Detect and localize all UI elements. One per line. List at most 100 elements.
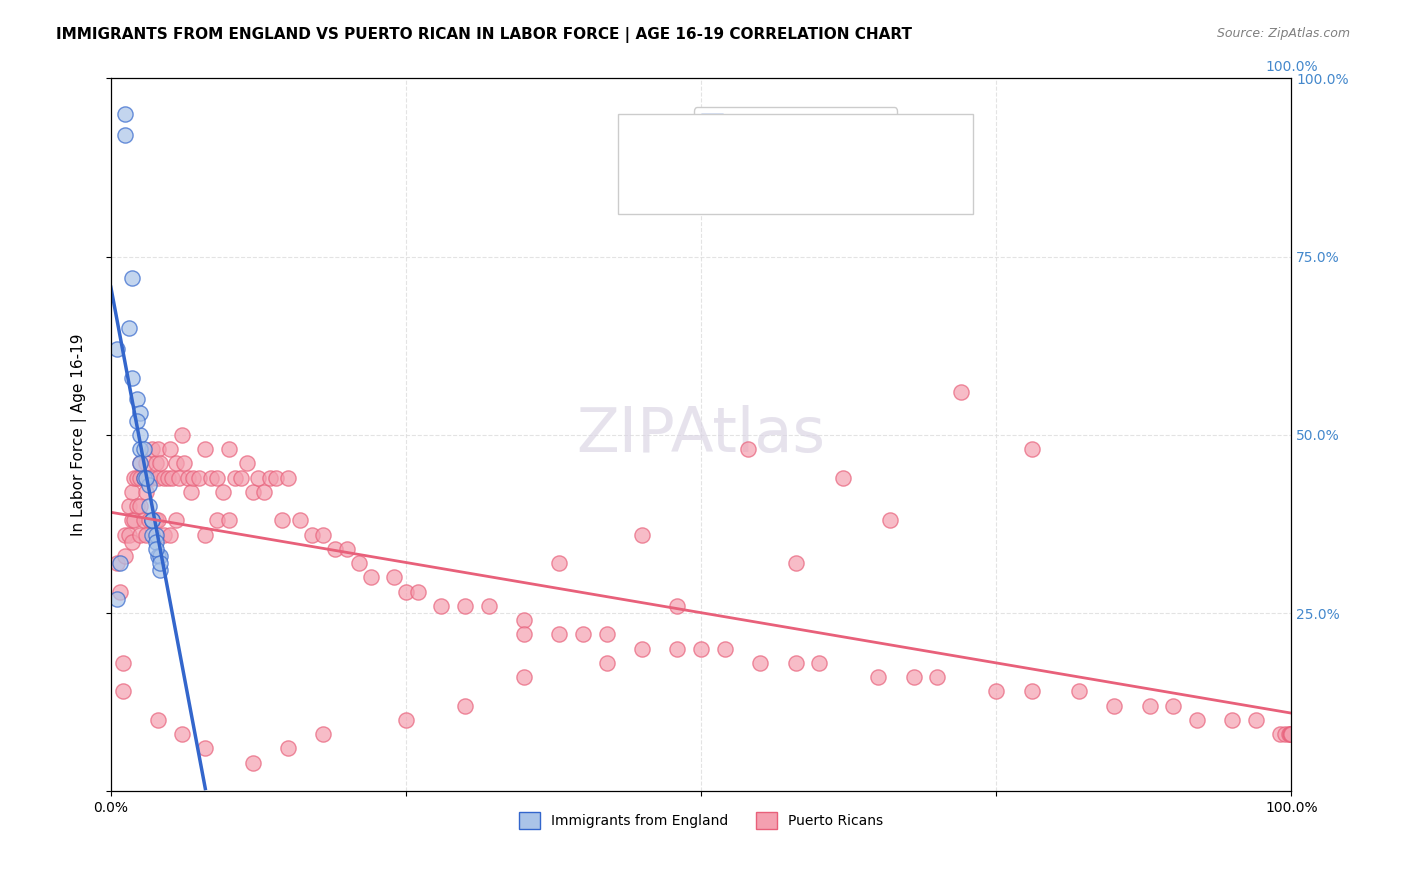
Point: [927, 670, 949, 684]
Point: [903, 670, 925, 684]
Point: [141, 513, 163, 527]
Point: [129, 456, 152, 470]
Point: [572, 627, 595, 641]
Point: [129, 428, 152, 442]
Point: [205, 513, 228, 527]
Text: ZIPAtlas: ZIPAtlas: [576, 405, 825, 465]
Point: [430, 599, 453, 613]
Point: [132, 513, 155, 527]
Point: [312, 527, 335, 541]
Point: [121, 534, 143, 549]
Point: [129, 499, 152, 513]
Point: [129, 407, 152, 421]
Point: [149, 456, 172, 470]
Point: [145, 527, 167, 541]
Point: [1021, 442, 1043, 456]
Point: [146, 513, 169, 527]
Point: [135, 470, 157, 484]
Point: [135, 484, 157, 499]
Point: [395, 713, 418, 727]
Point: [156, 470, 179, 484]
Point: [170, 428, 193, 442]
Point: [360, 570, 382, 584]
Point: [737, 442, 759, 456]
Point: [159, 527, 181, 541]
Point: [117, 321, 139, 335]
Point: [146, 713, 169, 727]
Point: [513, 613, 536, 627]
Point: [513, 627, 536, 641]
Point: [125, 499, 148, 513]
FancyBboxPatch shape: [619, 114, 973, 214]
Point: [194, 527, 217, 541]
Point: [513, 670, 536, 684]
Point: [666, 641, 689, 656]
Point: [347, 556, 370, 570]
Point: [224, 470, 246, 484]
Point: [138, 470, 160, 484]
Point: [114, 527, 136, 541]
Point: [135, 527, 157, 541]
Point: [114, 128, 136, 143]
Point: [631, 527, 654, 541]
Point: [117, 527, 139, 541]
Point: [595, 656, 617, 670]
Point: [277, 470, 299, 484]
Point: [105, 556, 128, 570]
Point: [165, 513, 187, 527]
Point: [138, 477, 160, 491]
Point: [454, 698, 477, 713]
Point: [125, 470, 148, 484]
Point: [149, 556, 172, 570]
Point: [180, 484, 202, 499]
Point: [229, 470, 252, 484]
Point: [146, 470, 169, 484]
Point: [1021, 684, 1043, 698]
Point: [132, 442, 155, 456]
Point: [595, 627, 617, 641]
Point: [242, 756, 264, 770]
Point: [105, 591, 128, 606]
Point: [986, 684, 1008, 698]
Point: [145, 534, 167, 549]
Point: [406, 584, 429, 599]
Point: [785, 656, 807, 670]
Point: [153, 470, 176, 484]
Point: [868, 670, 890, 684]
Point: [111, 684, 134, 698]
Point: [200, 470, 222, 484]
Point: [165, 456, 187, 470]
Point: [1274, 727, 1296, 741]
Point: [808, 656, 831, 670]
Point: [713, 641, 735, 656]
Point: [110, 584, 132, 599]
Point: [138, 499, 160, 513]
Point: [242, 484, 264, 499]
Point: [159, 442, 181, 456]
Point: [1139, 698, 1161, 713]
Point: [125, 392, 148, 407]
Point: [114, 549, 136, 563]
Point: [129, 442, 152, 456]
Point: [949, 385, 972, 400]
Text: IMMIGRANTS FROM ENGLAND VS PUERTO RICAN IN LABOR FORCE | AGE 16-19 CORRELATION C: IMMIGRANTS FROM ENGLAND VS PUERTO RICAN …: [56, 27, 912, 43]
Point: [1244, 713, 1267, 727]
Point: [145, 513, 167, 527]
Point: [253, 484, 276, 499]
Point: [831, 470, 853, 484]
Point: [121, 484, 143, 499]
Point: [395, 584, 418, 599]
Point: [1220, 713, 1243, 727]
Point: [749, 656, 772, 670]
Point: [124, 470, 146, 484]
Point: [121, 271, 143, 285]
Point: [336, 541, 359, 556]
Point: [288, 513, 311, 527]
Point: [141, 513, 163, 527]
Point: [1279, 727, 1302, 741]
Point: [454, 599, 477, 613]
Point: [277, 741, 299, 756]
Point: [188, 470, 211, 484]
Point: [323, 541, 346, 556]
Point: [235, 456, 257, 470]
